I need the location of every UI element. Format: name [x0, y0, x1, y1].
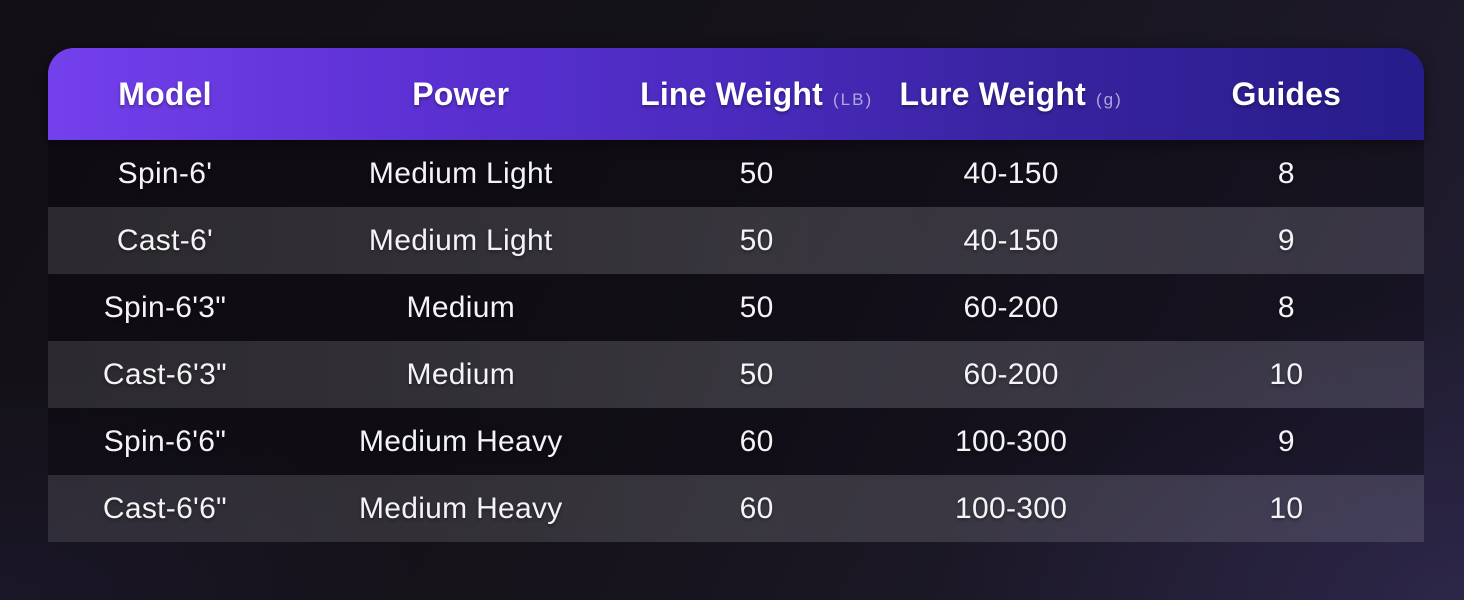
- header-cell-model: Model: [48, 76, 282, 113]
- cell-guides: 8: [1277, 156, 1295, 190]
- cell-power: Medium Heavy: [358, 424, 563, 458]
- cell-guides: 10: [1269, 491, 1304, 525]
- cell-line-weight: 50: [739, 357, 774, 391]
- cell-model: Spin-6'6": [103, 424, 227, 458]
- cell-line-weight: 60: [739, 491, 774, 525]
- header-label-power: Power: [412, 75, 510, 112]
- table-row: Cast-6' Medium Light 50 40-150 9: [48, 207, 1424, 274]
- cell-lure-weight: 100-300: [955, 491, 1068, 525]
- header-cell-guides: Guides: [1149, 76, 1424, 113]
- cell-guides: 8: [1277, 290, 1295, 324]
- header-label-lure-weight: Lure Weight: [899, 75, 1087, 112]
- cell-power: Medium: [406, 290, 516, 324]
- table-row: Spin-6' Medium Light 50 40-150 8: [48, 140, 1424, 207]
- cell-guides: 9: [1277, 223, 1295, 257]
- cell-guides: 9: [1277, 424, 1295, 458]
- cell-lure-weight: 100-300: [955, 424, 1068, 458]
- cell-lure-weight: 40-150: [963, 223, 1059, 257]
- table-row: Cast-6'6" Medium Heavy 60 100-300 10: [48, 475, 1424, 542]
- cell-line-weight: 50: [739, 290, 774, 324]
- cell-line-weight: 60: [739, 424, 774, 458]
- table-header: Model Power Line Weight (LB) Lure Weight (g) G…: [48, 48, 1424, 140]
- cell-power: Medium Light: [368, 156, 553, 190]
- table-row: Spin-6'3" Medium 50 60-200 8: [48, 274, 1424, 341]
- cell-model: Cast-6'6": [102, 491, 228, 525]
- header-unit-lure-weight: (g): [1096, 89, 1123, 109]
- cell-model: Spin-6'3": [103, 290, 227, 324]
- rod-spec-table: Model Power Line Weight (LB) Lure Weight (g) G…: [48, 48, 1424, 542]
- cell-power: Medium: [406, 357, 516, 391]
- cell-lure-weight: 40-150: [963, 156, 1059, 190]
- cell-line-weight: 50: [739, 223, 774, 257]
- cell-lure-weight: 60-200: [963, 357, 1059, 391]
- header-cell-power: Power: [282, 76, 640, 113]
- cell-line-weight: 50: [739, 156, 774, 190]
- cell-model: Spin-6': [117, 156, 213, 190]
- header-label-line-weight: Line Weight: [640, 75, 824, 112]
- header-cell-lure-weight: Lure Weight (g): [874, 76, 1149, 113]
- header-label-guides: Guides: [1231, 75, 1342, 112]
- cell-model: Cast-6': [116, 223, 214, 257]
- table-row: Cast-6'3" Medium 50 60-200 10: [48, 341, 1424, 408]
- table-body: Spin-6' Medium Light 50 40-150 8 Cast-6' Mediu…: [48, 140, 1424, 542]
- cell-power: Medium Heavy: [358, 491, 563, 525]
- cell-lure-weight: 60-200: [963, 290, 1059, 324]
- cell-power: Medium Light: [368, 223, 553, 257]
- header-cell-line-weight: Line Weight (LB): [640, 76, 874, 113]
- header-label-model: Model: [118, 75, 212, 112]
- cell-guides: 10: [1269, 357, 1304, 391]
- cell-model: Cast-6'3": [102, 357, 228, 391]
- header-unit-line-weight: (LB): [833, 89, 874, 109]
- table-row: Spin-6'6" Medium Heavy 60 100-300 9: [48, 408, 1424, 475]
